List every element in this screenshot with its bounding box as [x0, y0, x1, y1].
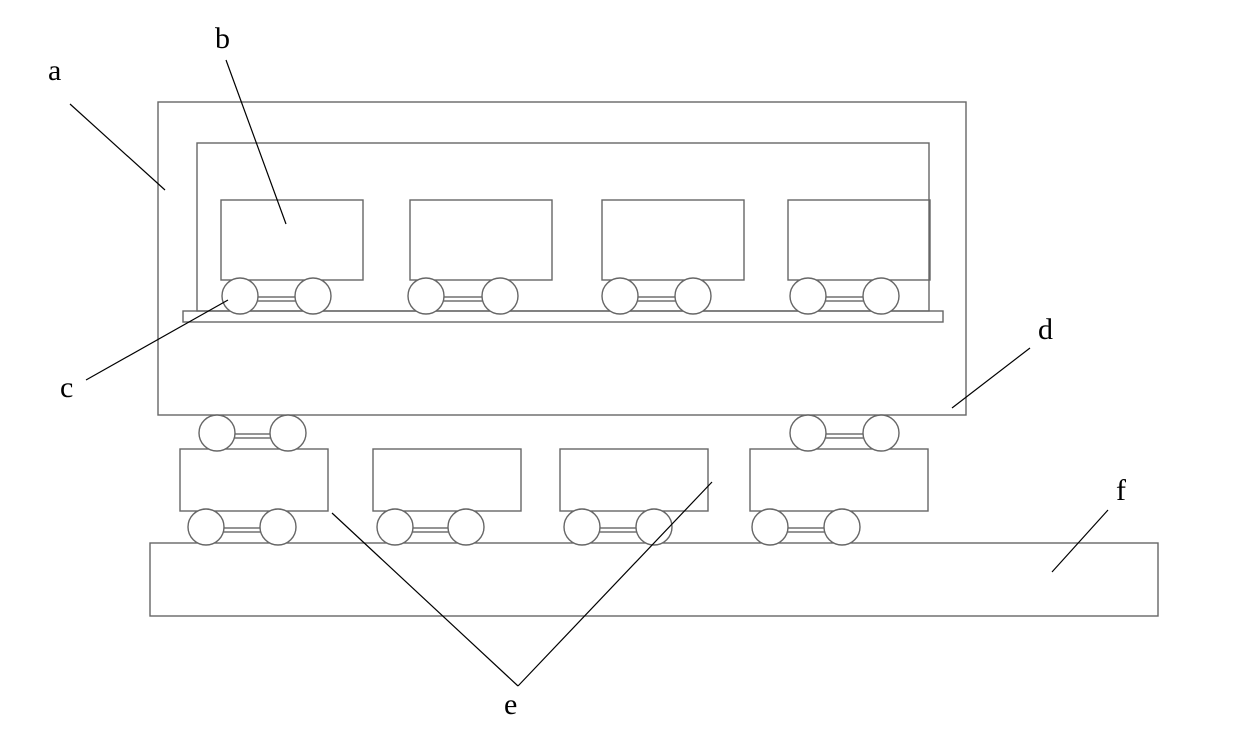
interposer: [183, 311, 943, 322]
top-bump-1-l: [408, 278, 444, 314]
bottom-bump-3-r: [824, 509, 860, 545]
top-bump-3-r: [863, 278, 899, 314]
bottom-chip-2: [560, 449, 708, 511]
leader-d: [952, 348, 1030, 408]
label-b: b: [215, 22, 230, 55]
top-bump-3-l: [790, 278, 826, 314]
top-chip-0: [221, 200, 363, 280]
top-chip-2: [602, 200, 744, 280]
outer-enclosure: [158, 102, 966, 415]
leader-a: [70, 104, 165, 190]
label-f: f: [1116, 474, 1126, 507]
bottom-chip-0: [180, 449, 328, 511]
top-chip-1: [410, 200, 552, 280]
leader-c: [86, 300, 228, 380]
bottom-chip-3: [750, 449, 928, 511]
bottom-bump-0-r: [260, 509, 296, 545]
substrate: [150, 543, 1158, 616]
bottom-bump-2-l: [564, 509, 600, 545]
top-bump-0-r: [295, 278, 331, 314]
bottom-bump-1-r: [448, 509, 484, 545]
top-chip-3: [788, 200, 930, 280]
leader-f: [1052, 510, 1108, 572]
mid-bump-1-r: [863, 415, 899, 451]
mid-bump-0-r: [270, 415, 306, 451]
label-a: a: [48, 54, 61, 87]
leader-e-0: [332, 513, 518, 686]
bottom-chip-1: [373, 449, 521, 511]
bottom-bump-1-l: [377, 509, 413, 545]
label-d: d: [1038, 313, 1053, 346]
bottom-bump-3-l: [752, 509, 788, 545]
top-bump-1-r: [482, 278, 518, 314]
label-c: c: [60, 371, 73, 404]
label-e: e: [504, 688, 517, 721]
mid-bump-0-l: [199, 415, 235, 451]
top-bump-2-l: [602, 278, 638, 314]
top-bump-2-r: [675, 278, 711, 314]
mid-bump-1-l: [790, 415, 826, 451]
top-bump-0-l: [222, 278, 258, 314]
bottom-bump-2-r: [636, 509, 672, 545]
bottom-bump-0-l: [188, 509, 224, 545]
leader-e-1: [518, 482, 712, 686]
